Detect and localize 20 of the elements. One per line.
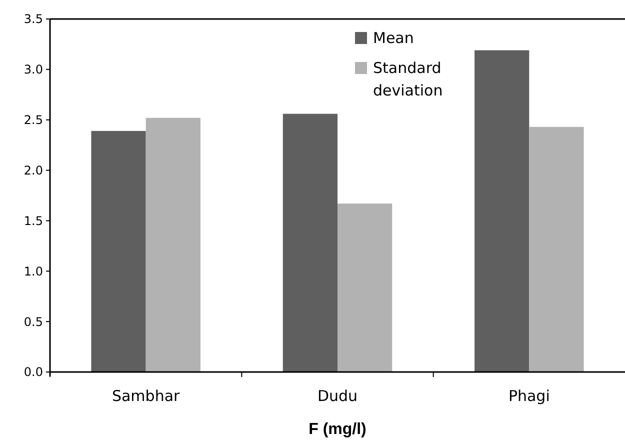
y-tick-label: 0.0: [24, 365, 43, 380]
bar: [146, 118, 200, 372]
y-tick-label: 1.0: [24, 264, 43, 278]
y-tick-label: 0.5: [24, 314, 43, 329]
y-tick-label: 1.5: [24, 214, 43, 228]
y-tick-label: 2.5: [24, 113, 43, 128]
y-tick-label: 2.0: [24, 163, 43, 178]
legend-label: Mean: [373, 29, 414, 47]
x-tick-label: Phagi: [508, 387, 550, 405]
x-axis-title: F (mg/l): [308, 421, 366, 438]
y-tick-label: 3.0: [24, 62, 43, 77]
x-tick-label: Dudu: [317, 387, 358, 405]
bar: [282, 114, 338, 372]
bar: [474, 50, 530, 372]
bar: [338, 204, 392, 372]
bar: [91, 130, 146, 372]
x-tick-label: Sambhar: [112, 387, 181, 405]
legend-label: Standard deviation: [373, 59, 443, 100]
y-tick-label: 3.5: [24, 12, 43, 26]
bar: [529, 126, 584, 372]
